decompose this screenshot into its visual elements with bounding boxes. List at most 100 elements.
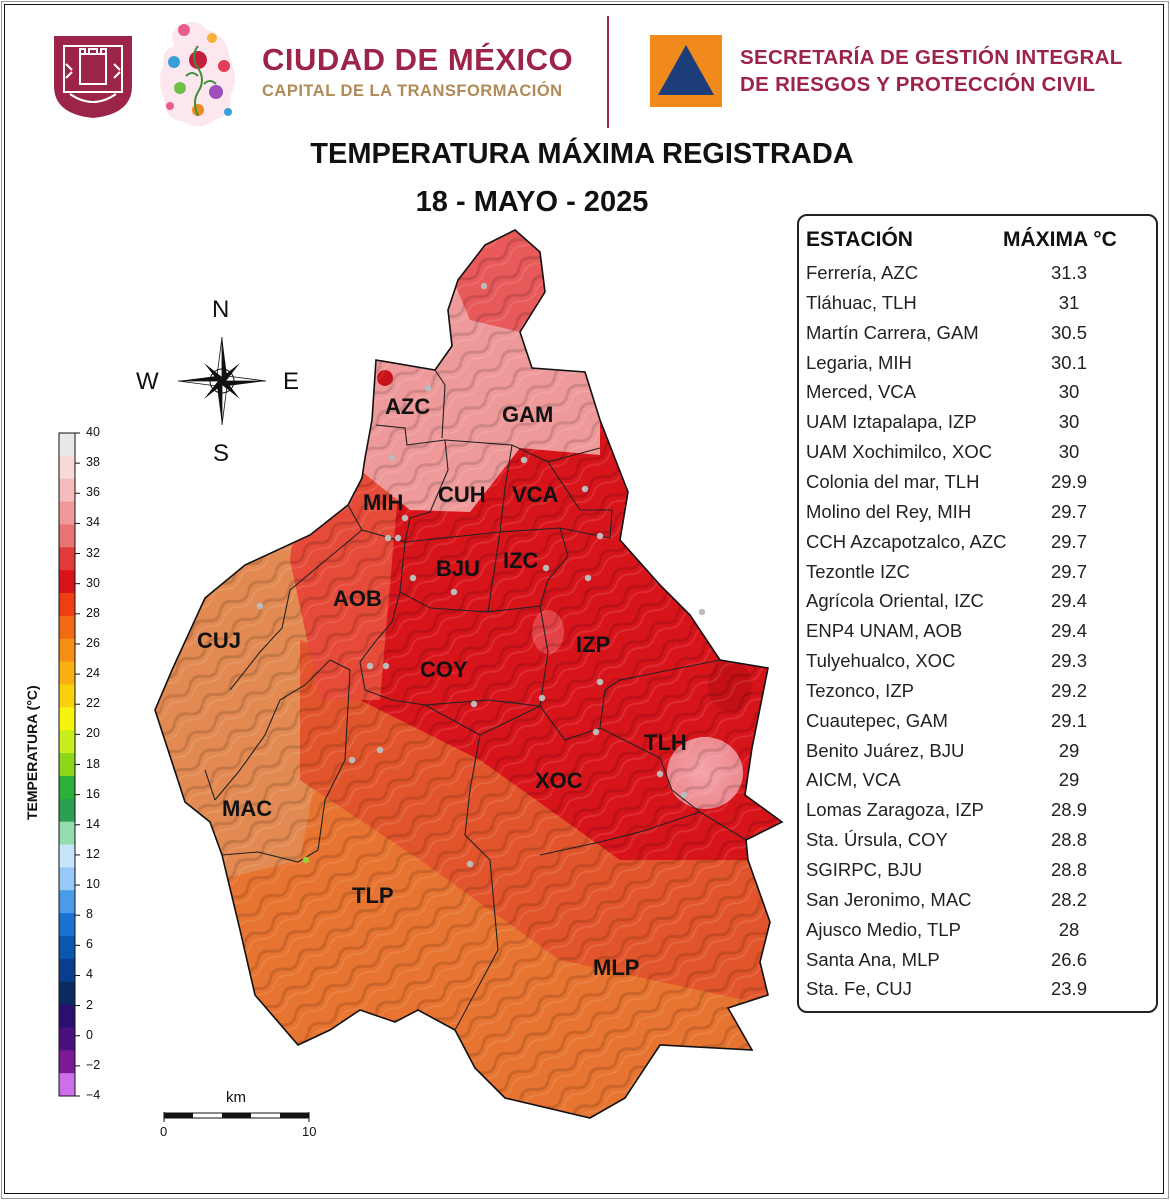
station-name: Merced, VCA	[806, 381, 917, 403]
legend-swatch	[59, 661, 75, 685]
map-date: 18 - MAYO - 2025	[415, 186, 649, 218]
table-row: Sta. Fe, CUJ 23.9	[799, 978, 1156, 1008]
legend-swatch	[59, 821, 75, 846]
district-label: COY	[420, 657, 468, 682]
district-label: MIH	[363, 490, 403, 515]
table-row: Tláhuac, TLH 31	[799, 292, 1156, 322]
table-row: ENP4 UNAM, AOB 29.4	[799, 620, 1156, 650]
org-name: CIUDAD DE MÉXICO	[262, 42, 574, 77]
station-name: Lomas Zaragoza, IZP	[806, 799, 984, 821]
legend-tick-label: 0	[86, 1027, 93, 1042]
table-row: SGIRPC, BJU 28.8	[799, 859, 1156, 889]
legend-swatch	[59, 775, 75, 800]
compass-east-label: E	[283, 368, 300, 395]
district-label: VCA	[512, 482, 559, 507]
legend-swatch	[59, 707, 75, 731]
district-label: MAC	[222, 796, 272, 821]
agency-name-line1: SECRETARÍA DE GESTIÓN INTEGRAL	[740, 46, 1123, 69]
station-name: UAM Iztapalapa, IZP	[806, 411, 977, 433]
header-divider	[607, 16, 609, 128]
station-name: Agrícola Oriental, IZC	[806, 590, 984, 612]
station-max-temp: 29.7	[1050, 500, 1087, 522]
legend-swatch	[59, 981, 75, 1006]
table-row: Tulyehualco, XOC 29.3	[799, 650, 1156, 680]
district-label: TLP	[352, 883, 394, 908]
table-row: Martín Carrera, GAM 30.5	[799, 322, 1156, 352]
legend-swatch	[59, 570, 75, 594]
table-row: UAM Iztapalapa, IZP 30	[799, 411, 1156, 441]
legend-tick-label: 16	[86, 786, 100, 801]
legend-tick-label: 8	[86, 907, 93, 922]
district-label: IZP	[576, 632, 610, 657]
legend-tick-label: 38	[86, 455, 100, 470]
legend-swatch	[59, 1027, 75, 1051]
table-row: Tezontle IZC 29.7	[799, 561, 1156, 591]
station-max-temp: 26.6	[1050, 948, 1087, 970]
district-label: AZC	[385, 394, 430, 419]
station-name: Benito Juárez, BJU	[806, 739, 965, 761]
station-max-temp: 30.5	[1050, 321, 1087, 343]
station-name: Ferrería, AZC	[806, 262, 919, 283]
station-max-temp: 29.4	[1050, 590, 1087, 612]
compass-north-label: N	[212, 296, 230, 323]
station-name: AICM, VCA	[806, 769, 901, 791]
station-name: Tezonco, IZP	[806, 679, 914, 701]
legend-swatch	[59, 958, 75, 983]
table-row: Merced, VCA 30	[799, 381, 1156, 411]
station-name: San Jeronimo, MAC	[806, 888, 972, 910]
org-subtitle: CAPITAL DE LA TRANSFORMACIÓN	[262, 82, 563, 100]
inner-border	[4, 4, 1164, 1194]
station-max-temp: 28.8	[1050, 829, 1087, 851]
station-max-temp: 30	[1058, 381, 1080, 403]
legend-tick-label: 22	[86, 696, 100, 711]
legend-tick-label: 24	[86, 666, 100, 681]
table-header-max: MÁXIMA °C	[1003, 228, 1117, 251]
compass-rose-icon	[177, 336, 267, 426]
station-max-temp: 29	[1058, 739, 1080, 761]
station-max-temp: 31	[1058, 291, 1080, 313]
legend-tick-label: 28	[86, 605, 100, 620]
legend-swatch	[59, 524, 75, 548]
legend-tick-label: 32	[86, 545, 100, 560]
station-max-temp: 28.8	[1050, 859, 1087, 880]
legend-swatch	[59, 1073, 75, 1097]
station-max-temp: 23.9	[1050, 978, 1087, 1000]
station-name: UAM Xochimilco, XOC	[806, 441, 993, 463]
district-label: XOC	[535, 768, 583, 793]
legend-swatch	[59, 913, 75, 937]
legend-swatch	[59, 433, 75, 457]
table-row: Ferrería, AZC 31.3	[799, 262, 1156, 292]
district-label: GAM	[502, 402, 553, 427]
station-name: Ajusco Medio, TLP	[806, 918, 961, 940]
scale-unit-label: km	[226, 1089, 246, 1106]
station-name: Cuautepec, GAM	[806, 709, 948, 731]
legend-tick-label: −2	[86, 1057, 101, 1072]
legend-swatch	[59, 1004, 75, 1028]
station-max-temp: 30.1	[1050, 351, 1087, 373]
table-row: Agrícola Oriental, IZC 29.4	[799, 590, 1156, 620]
legend-tick-label: −4	[86, 1088, 101, 1102]
temperature-color-scale	[58, 432, 80, 1097]
station-max-temp: 29.7	[1050, 530, 1087, 552]
legend-tick-label: 12	[86, 846, 100, 861]
legend-tick-label: 6	[86, 937, 93, 952]
legend-tick-label: 18	[86, 756, 100, 771]
table-row: Santa Ana, MLP 26.6	[799, 949, 1156, 979]
district-label: BJU	[436, 556, 480, 581]
station-max-temp: 28	[1058, 918, 1080, 940]
district-label: CUH	[438, 482, 486, 507]
table-row: Ajusco Medio, TLP 28	[799, 919, 1156, 949]
table-row: UAM Xochimilco, XOC 30	[799, 441, 1156, 471]
station-name: Tulyehualco, XOC	[806, 650, 956, 672]
legend-swatch	[59, 478, 75, 503]
table-row: CCH Azcapotzalco, AZC 29.7	[799, 531, 1156, 561]
legend-swatch	[59, 593, 75, 617]
station-max-temp: 29.1	[1050, 709, 1087, 731]
station-name: Santa Ana, MLP	[806, 948, 940, 970]
legend-tick-label: 40	[86, 425, 100, 439]
district-label: MLP	[593, 955, 639, 980]
district-label: CUJ	[197, 628, 241, 653]
legend-title: TEMPERATURA (°C)	[24, 685, 40, 820]
legend-swatch	[59, 638, 75, 663]
